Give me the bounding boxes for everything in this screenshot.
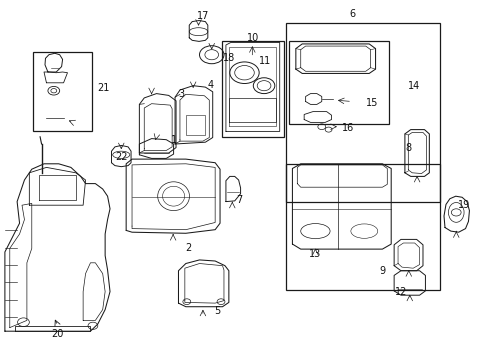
- Text: 14: 14: [407, 81, 420, 91]
- Text: 8: 8: [404, 143, 410, 153]
- Text: 17: 17: [196, 11, 209, 21]
- Text: 18: 18: [222, 53, 234, 63]
- Text: 12: 12: [394, 287, 407, 297]
- Bar: [33, 52, 92, 131]
- Text: 2: 2: [185, 243, 191, 253]
- Text: 19: 19: [457, 200, 470, 210]
- Text: 9: 9: [379, 266, 385, 276]
- Text: 6: 6: [348, 9, 354, 19]
- Text: 21: 21: [97, 83, 109, 93]
- Text: 4: 4: [207, 80, 213, 90]
- Text: 10: 10: [246, 33, 259, 43]
- Text: 11: 11: [259, 56, 271, 66]
- Text: 16: 16: [342, 123, 354, 133]
- Bar: [222, 41, 283, 137]
- Text: 1: 1: [170, 135, 176, 145]
- Text: 3: 3: [178, 89, 183, 99]
- Bar: [285, 164, 439, 290]
- Bar: [289, 41, 388, 124]
- Text: 20: 20: [51, 329, 64, 339]
- Text: 22: 22: [115, 152, 127, 162]
- Text: 15: 15: [365, 98, 377, 108]
- Text: 13: 13: [308, 249, 321, 259]
- Bar: [285, 23, 439, 202]
- Text: 7: 7: [236, 195, 242, 205]
- Bar: [185, 115, 205, 135]
- Text: 5: 5: [214, 306, 220, 316]
